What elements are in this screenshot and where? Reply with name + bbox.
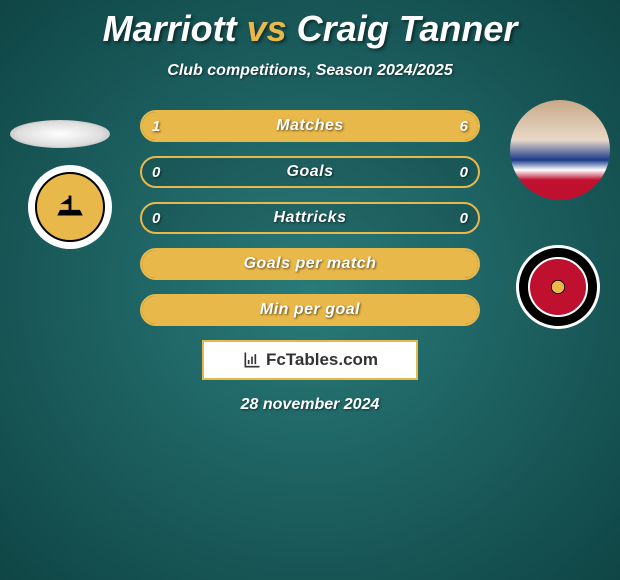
stat-label: Matches bbox=[142, 112, 478, 140]
stat-label: Min per goal bbox=[142, 296, 478, 324]
stat-row: 00Goals bbox=[140, 156, 480, 188]
snapshot-date: 28 november 2024 bbox=[0, 396, 620, 414]
stat-label: Goals per match bbox=[142, 250, 478, 278]
ship-icon bbox=[35, 172, 105, 242]
stat-label: Hattricks bbox=[142, 204, 478, 232]
player2-avatar bbox=[510, 100, 610, 200]
season-subtitle: Club competitions, Season 2024/2025 bbox=[0, 62, 620, 80]
stat-label: Goals bbox=[142, 158, 478, 186]
player2-club-badge bbox=[516, 245, 600, 329]
ball-icon bbox=[528, 257, 588, 317]
chart-icon bbox=[242, 350, 262, 370]
player1-avatar bbox=[10, 120, 110, 148]
stat-row: Min per goal bbox=[140, 294, 480, 326]
branding-text: FcTables.com bbox=[266, 350, 378, 370]
player1-name: Marriott bbox=[103, 8, 237, 49]
stat-row: 00Hattricks bbox=[140, 202, 480, 234]
stat-row: Goals per match bbox=[140, 248, 480, 280]
branding-badge: FcTables.com bbox=[202, 340, 418, 380]
stat-bars: 16Matches 00Goals 00Hattricks Goals per mat… bbox=[140, 110, 480, 326]
comparison-title: Marriott vs Craig Tanner bbox=[0, 0, 620, 50]
player2-name: Craig Tanner bbox=[297, 8, 518, 49]
player1-club-badge bbox=[28, 165, 112, 249]
vs-label: vs bbox=[247, 8, 287, 49]
comparison-main: 16Matches 00Goals 00Hattricks Goals per mat… bbox=[0, 110, 620, 414]
stat-row: 16Matches bbox=[140, 110, 480, 142]
